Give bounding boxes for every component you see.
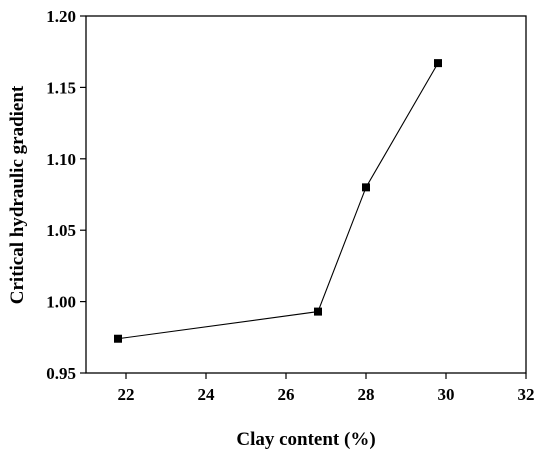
y-tick-label: 1.10 xyxy=(46,150,76,169)
x-axis-title: Clay content (%) xyxy=(236,429,375,450)
x-tick-label: 28 xyxy=(358,385,375,404)
x-tick-label: 32 xyxy=(518,385,535,404)
data-point xyxy=(314,307,322,316)
series-line xyxy=(117,62,439,340)
y-tick-label: 1.15 xyxy=(46,78,76,97)
x-axis: 22 24 26 28 30 32 xyxy=(118,373,535,404)
series-layer xyxy=(114,59,442,343)
y-tick-label: 1.00 xyxy=(46,293,76,312)
y-tick-label: 1.05 xyxy=(46,221,76,240)
data-point xyxy=(434,59,442,68)
x-tick-label: 30 xyxy=(438,385,455,404)
x-tick-label: 22 xyxy=(118,385,135,404)
y-axis: 0.95 1.00 1.05 1.10 1.15 1.20 xyxy=(46,7,86,383)
y-tick-label: 1.20 xyxy=(46,7,76,26)
x-tick-label: 24 xyxy=(198,385,216,404)
y-axis-title: Critical hydraulic gradient xyxy=(7,85,28,304)
data-point xyxy=(114,334,122,343)
x-tick-label: 26 xyxy=(278,385,295,404)
data-point xyxy=(362,183,370,192)
plot-frame xyxy=(85,15,527,374)
y-tick-label: 0.95 xyxy=(46,364,76,383)
